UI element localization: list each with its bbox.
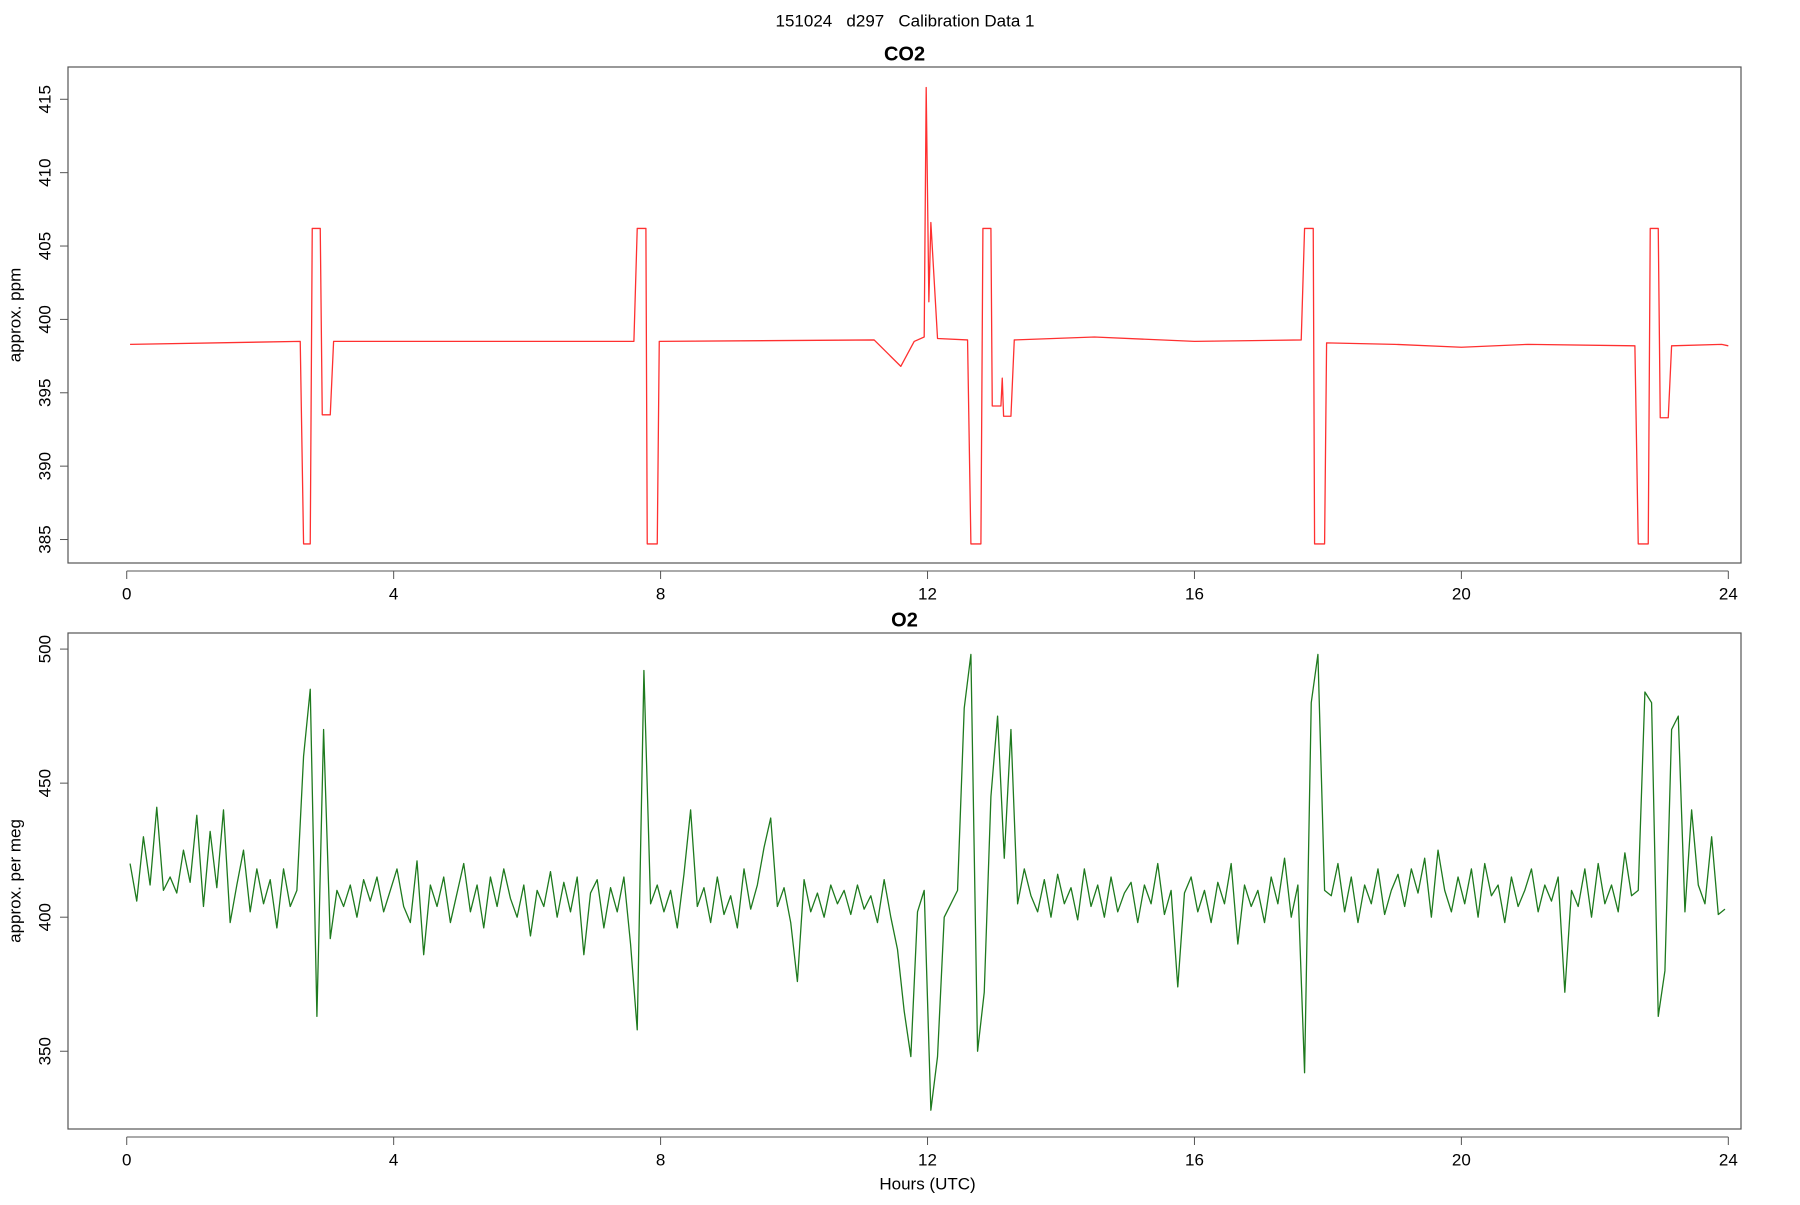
x-axis-label: Hours (UTC) bbox=[879, 1174, 975, 1193]
y-tick-label: 400 bbox=[35, 903, 54, 931]
y-tick-label: 405 bbox=[35, 232, 54, 260]
data-line bbox=[129, 653, 1726, 1111]
y-axis-label: approx. ppm bbox=[5, 268, 24, 363]
y-tick-label: 400 bbox=[35, 305, 54, 333]
y-tick-label: 350 bbox=[35, 1037, 54, 1065]
y-tick-label: 410 bbox=[35, 158, 54, 186]
x-tick-label: 12 bbox=[918, 584, 937, 603]
panel-title: CO2 bbox=[884, 43, 925, 65]
figure-title: 151024 d297 Calibration Data 1 bbox=[776, 11, 1035, 30]
y-tick-label: 450 bbox=[35, 769, 54, 797]
y-tick-label: 395 bbox=[35, 379, 54, 407]
x-tick-label: 16 bbox=[1185, 1150, 1204, 1169]
data-line bbox=[130, 86, 1729, 545]
y-axis-label: approx. per meg bbox=[5, 819, 24, 943]
y-tick-label: 390 bbox=[35, 452, 54, 480]
x-tick-label: 20 bbox=[1452, 1150, 1471, 1169]
x-tick-label: 8 bbox=[656, 1150, 665, 1169]
y-tick-label: 500 bbox=[35, 635, 54, 663]
x-tick-label: 8 bbox=[656, 584, 665, 603]
x-tick-label: 16 bbox=[1185, 584, 1204, 603]
x-tick-label: 24 bbox=[1719, 1150, 1738, 1169]
x-tick-label: 24 bbox=[1719, 584, 1738, 603]
x-tick-label: 12 bbox=[918, 1150, 937, 1169]
plot-frame bbox=[67, 66, 1742, 564]
x-tick-label: 0 bbox=[122, 1150, 131, 1169]
x-tick-label: 4 bbox=[389, 1150, 398, 1169]
y-tick-label: 415 bbox=[35, 85, 54, 113]
x-tick-label: 0 bbox=[122, 584, 131, 603]
plot-frame bbox=[67, 632, 1742, 1130]
y-tick-label: 385 bbox=[35, 525, 54, 553]
x-tick-label: 20 bbox=[1452, 584, 1471, 603]
x-tick-label: 4 bbox=[389, 584, 398, 603]
panel-title: O2 bbox=[891, 609, 918, 631]
